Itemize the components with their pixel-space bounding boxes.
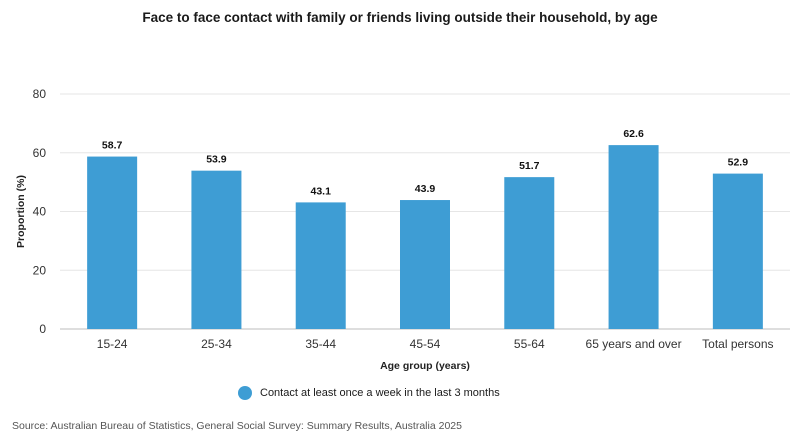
legend-label: Contact at least once a week in the last… (260, 387, 500, 399)
y-tick-label: 40 (33, 205, 47, 219)
legend-swatch (238, 386, 252, 400)
x-tick-label: 15-24 (97, 337, 128, 351)
data-label: 51.7 (519, 160, 540, 172)
chart-title: Face to face contact with family or frie… (142, 10, 658, 25)
bar (295, 202, 346, 329)
x-tick-label: 65 years and over (586, 337, 682, 351)
bar (712, 173, 763, 329)
bar (87, 156, 138, 329)
x-axis-label: Age group (years) (380, 360, 470, 372)
data-label: 53.9 (206, 154, 227, 166)
x-tick-label: 35-44 (305, 337, 336, 351)
data-label: 62.6 (623, 128, 644, 140)
data-label: 52.9 (728, 157, 749, 169)
x-tick-label: Total persons (702, 337, 773, 351)
data-label: 43.9 (415, 183, 436, 195)
legend[interactable]: Contact at least once a week in the last… (238, 386, 500, 400)
x-tick-label: 45-54 (410, 337, 441, 351)
y-tick-label: 20 (33, 263, 47, 277)
data-label: 58.7 (102, 140, 123, 152)
x-tick-label: 55-64 (514, 337, 545, 351)
x-tick-label: 25-34 (201, 337, 232, 351)
data-label: 43.1 (310, 185, 331, 197)
y-tick-label: 0 (39, 322, 46, 336)
bar (400, 200, 450, 329)
y-tick-label: 80 (33, 87, 47, 101)
source-note: Source: Australian Bureau of Statistics,… (12, 420, 462, 432)
bar (504, 177, 555, 329)
y-tick-label: 60 (33, 146, 47, 160)
bar (608, 145, 659, 329)
bar (191, 170, 242, 329)
y-axis-label: Proportion (%) (15, 175, 27, 248)
